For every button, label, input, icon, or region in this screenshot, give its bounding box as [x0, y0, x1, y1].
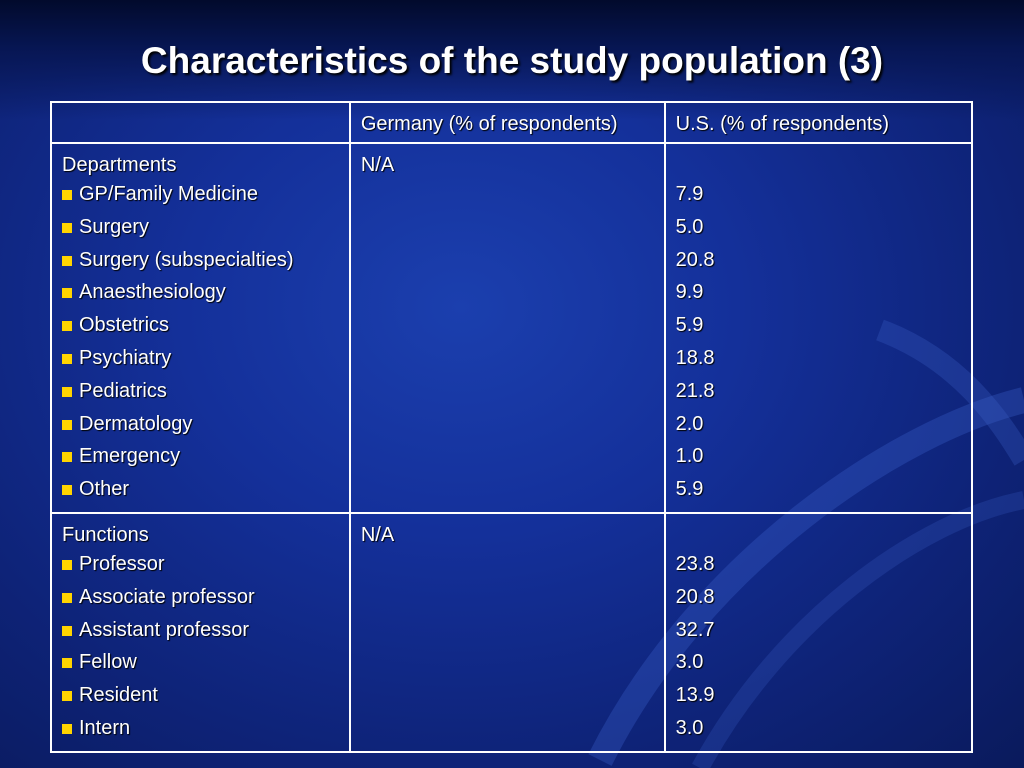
list-item: Pediatrics: [62, 375, 339, 408]
departments-germany-cell: N/A: [348, 142, 666, 514]
list-item: Obstetrics: [62, 309, 339, 342]
spacer: [676, 523, 961, 548]
square-bullet-icon: [62, 625, 72, 636]
list-item: Associate professor: [62, 581, 339, 614]
square-bullet-icon: [62, 321, 72, 332]
list-item: Surgery (subspecialties): [62, 244, 339, 277]
table-header-us: U.S. (% of respondents): [663, 101, 974, 144]
list-item: Surgery: [62, 211, 339, 244]
list-item: Assistant professor: [62, 614, 339, 647]
us-value: 5.0: [675, 215, 704, 238]
table-header-row: Germany (% of respondents) U.S. (% of re…: [50, 101, 974, 144]
departments-us-cell: 7.9 5.0 20.8 9.9 5.9 18.8 21.8 2.0 1.0 5…: [663, 142, 974, 514]
square-bullet-icon: [62, 658, 72, 669]
square-bullet-icon: [62, 255, 72, 266]
square-bullet-icon: [62, 353, 72, 364]
us-value: 9.9: [675, 281, 704, 304]
square-bullet-icon: [62, 559, 72, 570]
square-bullet-icon: [62, 386, 72, 397]
square-bullet-icon: [62, 222, 72, 233]
slide-title: Characteristics of the study population …: [140, 40, 884, 81]
us-value: 13.9: [675, 684, 715, 707]
group-label-functions: Functions: [62, 523, 149, 546]
list-item: Dermatology: [62, 408, 339, 441]
square-bullet-icon: [62, 592, 72, 603]
table-header-cell-empty: [50, 101, 351, 144]
us-value: 2.0: [675, 412, 704, 435]
list-item: Fellow: [62, 646, 339, 679]
list-item: Professor: [62, 548, 339, 581]
square-bullet-icon: [62, 288, 72, 299]
square-bullet-icon: [62, 691, 72, 702]
us-value: 3.0: [675, 716, 704, 739]
slide-top-band: [0, 0, 1024, 120]
list-item: GP/Family Medicine: [62, 178, 339, 211]
germany-value: N/A: [360, 154, 395, 176]
list-item: Emergency: [62, 440, 339, 473]
us-value: 5.9: [675, 478, 704, 501]
functions-label-cell: Functions Professor Associate professor …: [50, 511, 351, 753]
square-bullet-icon: [62, 485, 72, 496]
square-bullet-icon: [62, 723, 72, 734]
us-value: 21.8: [675, 379, 715, 402]
square-bullet-icon: [62, 190, 72, 200]
us-value: 20.8: [675, 585, 715, 608]
us-value: 7.9: [675, 183, 704, 205]
spacer: [676, 153, 961, 178]
functions-us-cell: 23.8 20.8 32.7 3.0 13.9 3.0: [663, 511, 974, 753]
square-bullet-icon: [62, 419, 72, 430]
study-population-table: Germany (% of respondents) U.S. (% of re…: [50, 101, 974, 753]
list-item: Psychiatry: [62, 342, 339, 375]
square-bullet-icon: [62, 452, 72, 463]
us-value: 20.8: [675, 248, 715, 271]
list-item: Resident: [62, 679, 339, 712]
functions-germany-cell: N/A: [348, 511, 666, 753]
table-row-functions: Functions Professor Associate professor …: [50, 511, 974, 753]
us-value: 18.8: [675, 346, 715, 369]
group-label-departments: Departments: [62, 154, 177, 176]
us-value: 32.7: [675, 618, 715, 641]
us-value: 1.0: [675, 445, 704, 468]
us-value: 3.0: [675, 651, 704, 674]
list-item: Anaesthesiology: [62, 276, 339, 309]
us-value: 23.8: [675, 552, 715, 575]
germany-value: N/A: [360, 523, 395, 546]
table-header-germany: Germany (% of respondents): [348, 101, 666, 144]
list-item: Other: [62, 473, 339, 506]
table-row-departments: Departments GP/Family Medicine Surgery S…: [50, 142, 974, 514]
list-item: Intern: [62, 712, 339, 745]
us-value: 5.9: [675, 314, 704, 337]
departments-label-cell: Departments GP/Family Medicine Surgery S…: [50, 142, 351, 514]
